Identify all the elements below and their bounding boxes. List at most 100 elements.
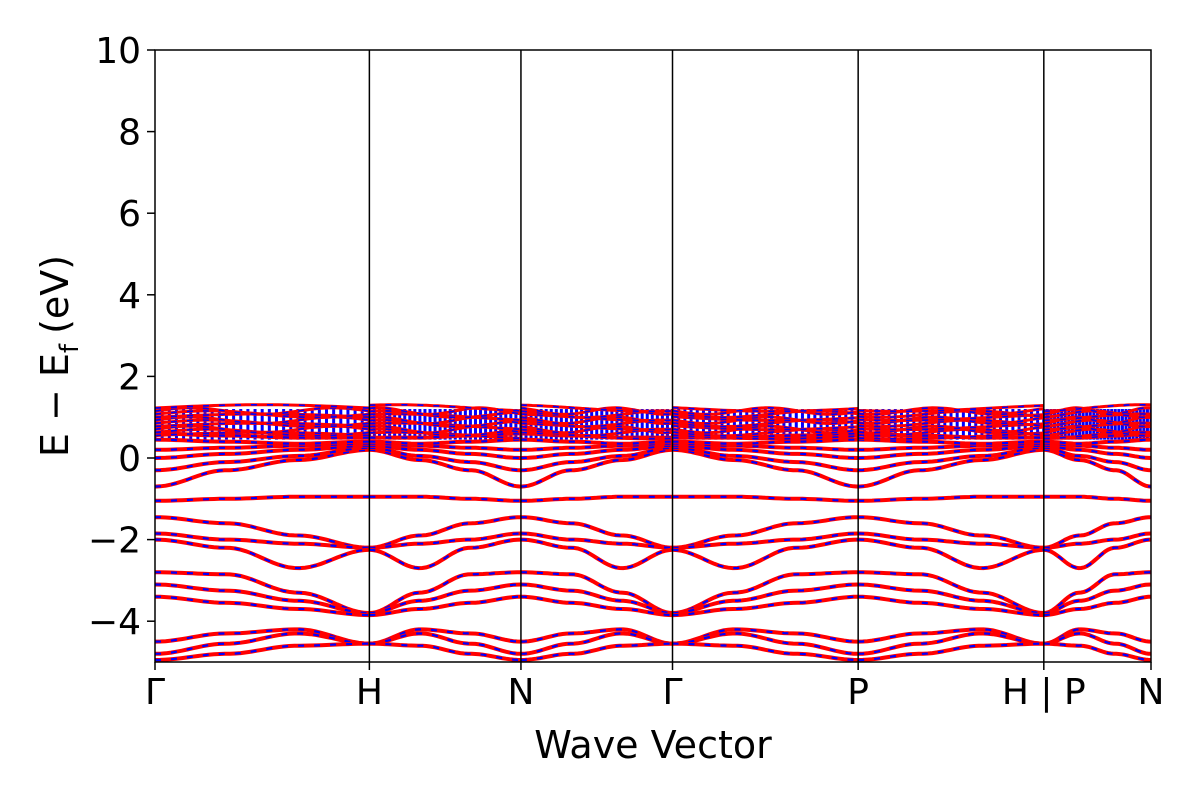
band-line-spin-down (369, 448, 521, 488)
band-line-spin-down (1043, 642, 1151, 662)
band-line-spin-up (672, 441, 859, 452)
band-line-spin-up (858, 431, 1044, 441)
band-line-spin-down (155, 495, 370, 502)
band-line-spin-down (155, 438, 370, 445)
band-line-spin-down (1043, 444, 1151, 460)
band-line-spin-down (520, 571, 673, 615)
band-line-spin-down (858, 448, 1044, 488)
band-line-spin-up (858, 531, 1044, 550)
band-line-spin-down (155, 583, 370, 615)
band-line-spin-down (520, 538, 673, 570)
band-line-spin-up (520, 641, 673, 662)
band-line-spin-down (155, 532, 370, 549)
band-line-spin-down (520, 448, 673, 488)
band-line-spin-up (858, 594, 1044, 618)
band-line-spin-up (672, 437, 859, 446)
band-line-spin-down (520, 583, 673, 615)
band-line-spin-down (1043, 413, 1151, 422)
band-line-spin-up (369, 594, 521, 618)
band-line-spin-down (155, 571, 370, 615)
band-line-spin-down (1043, 438, 1151, 445)
band-line-spin-down (155, 632, 370, 655)
band-line-spin-down (1043, 428, 1151, 437)
band-line-spin-down (369, 516, 521, 549)
band-line-spin-up (672, 594, 859, 618)
band-line-spin-down (155, 428, 370, 437)
y-axis-title-main: E − E (33, 353, 77, 457)
band-line-spin-up (672, 406, 859, 413)
band-line-spin-up (858, 631, 1044, 656)
band-line-spin-up (858, 443, 1044, 460)
band-line-spin-down (520, 632, 673, 655)
band-line-spin-down (1043, 583, 1151, 615)
band-line-spin-down (520, 516, 673, 549)
plot-frame (154, 49, 1152, 663)
band-line-spin-down (1043, 448, 1151, 488)
y-tick-label: 0 (118, 439, 141, 480)
band-line-spin-up (672, 406, 859, 416)
band-line-spin-down (1043, 442, 1151, 451)
band-line-spin-up (672, 445, 859, 473)
band-line-spin-down (520, 446, 673, 472)
band-line-spin-down (1043, 538, 1151, 570)
x-tick-label: H | P (1002, 672, 1086, 713)
band-line-spin-up (858, 641, 1044, 662)
band-line-spin-up (520, 441, 673, 452)
band-line-spin-down (155, 442, 370, 451)
band-line-spin-up (672, 424, 859, 432)
x-axis-ticks: Γ H N Γ P H | P N (145, 662, 1164, 713)
band-line-spin-up (520, 437, 673, 446)
band-line-spin-up (858, 413, 1044, 422)
x-tick-label: H (356, 672, 383, 713)
band-line-spin-up (369, 427, 522, 438)
band-line-spin-up (672, 494, 859, 503)
band-line-spin-up (858, 570, 1044, 615)
band-line-spin-up (520, 443, 673, 460)
band-line-spin-up (672, 415, 859, 422)
band-line-spin-down (155, 444, 370, 460)
band-line-spin-up (520, 494, 673, 503)
band-line-spin-down (369, 628, 521, 645)
band-line-spin-down (1043, 431, 1151, 440)
band-line-spin-up (672, 447, 859, 489)
band-line-spin-up (672, 433, 859, 441)
band-line-spin-up (672, 443, 859, 460)
band-line-spin-down (369, 538, 521, 570)
band-line-spin-down (672, 538, 859, 570)
band-line-spin-down (155, 419, 370, 428)
band-line-spin-up (858, 445, 1044, 473)
band-line-spin-up (858, 422, 1044, 432)
high-symmetry-lines (368, 50, 1045, 662)
band-line-spin-down (1043, 422, 1151, 431)
band-line-spin-up (369, 641, 521, 662)
x-tick-label: Γ (662, 672, 682, 713)
x-tick-label: P (847, 672, 869, 713)
band-line-spin-up (672, 515, 859, 550)
band-line-spin-up (858, 494, 1044, 503)
band-lines (155, 403, 1151, 662)
band-line-spin-down (672, 571, 859, 615)
band-line-spin-down (1043, 632, 1151, 655)
x-tick-label: Γ (145, 672, 165, 713)
band-line-spin-down (1043, 403, 1151, 412)
y-axis-ticks: 10 8 6 4 2 0 −2 −4 (88, 31, 155, 643)
band-line-spin-down (1043, 419, 1151, 428)
band-line-spin-up (369, 418, 522, 429)
band-line-spin-up (672, 582, 859, 615)
band-line-spin-down (155, 642, 370, 662)
band-line-spin-down (155, 410, 370, 419)
y-tick-label: 10 (95, 31, 141, 72)
band-line-spin-up (369, 494, 521, 503)
band-line-spin-down (155, 538, 370, 570)
band-line-spin-down (155, 403, 370, 409)
band-line-spin-down (858, 538, 1044, 570)
band-line-spin-up (672, 424, 859, 435)
y-axis-title-subscript: f (55, 343, 85, 353)
band-line-spin-down (155, 446, 370, 472)
x-axis-title: Wave Vector (534, 723, 772, 767)
band-line-spin-down (1043, 495, 1151, 502)
band-line-spin-up (520, 531, 673, 550)
band-line-spin-up (858, 404, 1044, 413)
band-line-spin-up (520, 594, 673, 618)
